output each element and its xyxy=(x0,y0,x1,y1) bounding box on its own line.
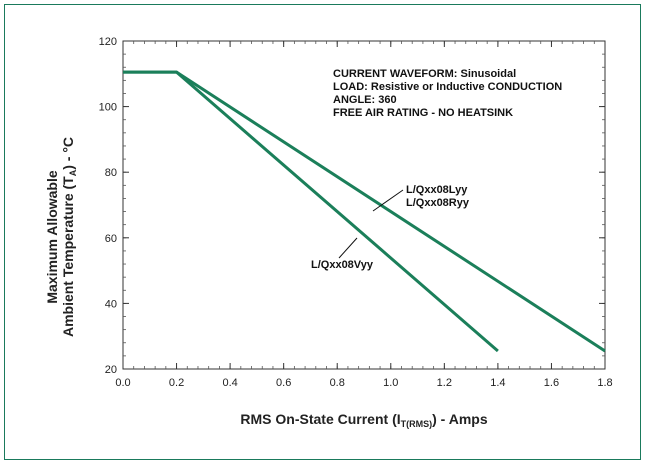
x-tick-label: 0.8 xyxy=(330,377,345,389)
series-label-ryy: L/Qxx08Ryy xyxy=(406,197,470,209)
annotation-line-3: ANGLE: 360 xyxy=(333,94,397,106)
series-label-vyy: L/Qxx08Vyy xyxy=(311,259,374,271)
series-lines xyxy=(123,70,606,353)
y-axis-title: Maximum Allowable Ambient Temperature (T… xyxy=(44,137,78,337)
y-tick-label: 60 xyxy=(105,233,117,245)
annotation-line-4: FREE AIR RATING - NO HEATSINK xyxy=(333,107,513,119)
conditions-annotation: CURRENT WAVEFORM: Sinusoidal LOAD: Resis… xyxy=(333,68,562,119)
y-tick-labels: 20 40 60 80 100 120 xyxy=(99,36,117,376)
x-tick-labels: 0.0 0.2 0.4 0.6 0.8 1.0 1.2 1.4 1.6 1.8 xyxy=(115,377,612,389)
x-tick-label: 0.2 xyxy=(169,377,184,389)
y-axis-title-line1: Maximum Allowable xyxy=(44,170,60,304)
y-tick-label: 20 xyxy=(105,364,117,376)
y-axis-title-line2: Ambient Temperature (TA) - °C xyxy=(60,137,78,337)
y-tick-label: 80 xyxy=(105,167,117,179)
x-tick-label: 0.0 xyxy=(115,377,130,389)
series-label-lyy: L/Qxx08Lyy xyxy=(406,184,468,196)
x-tick-label: 1.8 xyxy=(597,377,612,389)
series-line-1 xyxy=(123,70,499,353)
y-tick-label: 40 xyxy=(105,298,117,310)
leader-line-lyy xyxy=(372,189,404,212)
plot-area xyxy=(122,40,606,370)
x-tick-label: 0.6 xyxy=(276,377,291,389)
y-tick-label: 100 xyxy=(99,102,117,114)
x-tick-label: 0.4 xyxy=(222,377,237,389)
x-tick-label: 1.2 xyxy=(437,377,452,389)
annotation-line-2: LOAD: Resistive or Inductive CONDUCTION xyxy=(333,81,562,93)
y-tick-label: 120 xyxy=(99,36,117,48)
chart-frame xyxy=(4,4,641,460)
x-tick-label: 1.4 xyxy=(490,377,505,389)
x-tick-label: 1.6 xyxy=(544,377,559,389)
x-tick-label: 1.0 xyxy=(383,377,398,389)
leader-lines xyxy=(338,189,404,259)
x-axis-title: RMS On-State Current (IT(RMS)) - Amps xyxy=(240,411,487,429)
annotation-line-1: CURRENT WAVEFORM: Sinusoidal xyxy=(333,68,516,80)
leader-line-vyy xyxy=(338,237,358,259)
major-ticks xyxy=(122,40,606,370)
